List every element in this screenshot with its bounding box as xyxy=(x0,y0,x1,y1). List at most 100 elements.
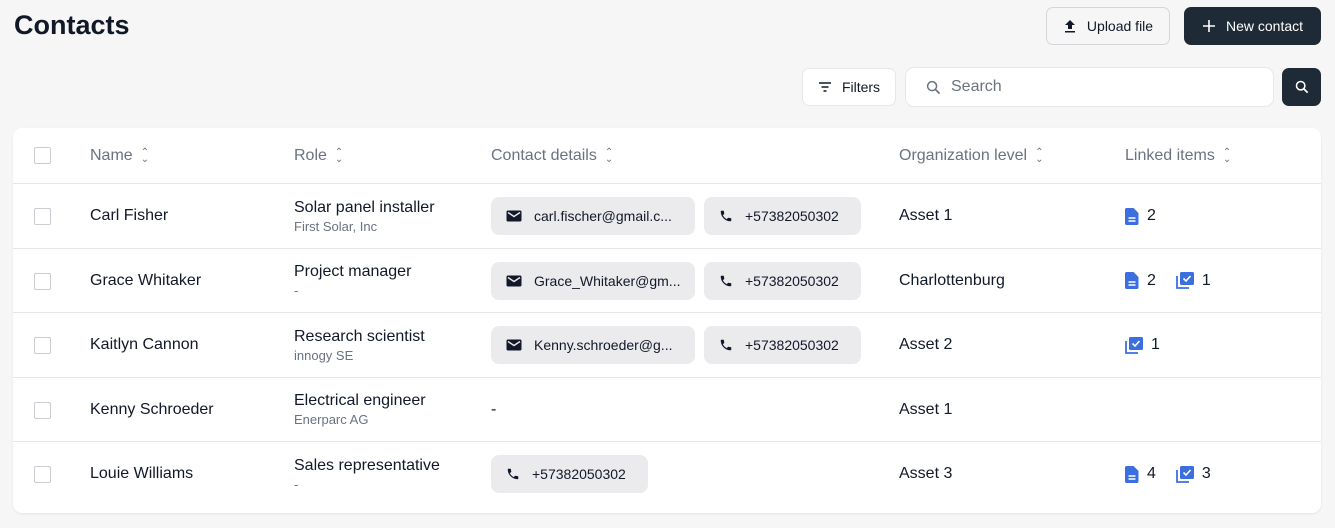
table-row[interactable]: Grace Whitaker Project manager - Grace_Wh… xyxy=(13,249,1321,313)
contact-name: Kaitlyn Cannon xyxy=(90,336,199,353)
contact-name: Louie Williams xyxy=(90,465,194,482)
phone-text: +57382050302 xyxy=(745,272,839,289)
mail-icon xyxy=(506,339,522,351)
role-title: Research scientist xyxy=(294,327,425,345)
linked-documents[interactable]: 4 xyxy=(1125,465,1156,483)
contact-empty: - xyxy=(491,400,497,418)
table-row[interactable]: Carl Fisher Solar panel installer First S… xyxy=(13,184,1321,249)
table-row[interactable]: Kaitlyn Cannon Research scientist innogy … xyxy=(13,313,1321,378)
select-all-checkbox[interactable] xyxy=(34,147,51,164)
upload-file-button[interactable]: Upload file xyxy=(1046,7,1170,45)
document-icon xyxy=(1125,465,1139,483)
contact-name: Kenny Schroeder xyxy=(90,400,214,418)
tasks-count: 3 xyxy=(1201,465,1211,482)
organization-level: Asset 3 xyxy=(899,465,953,482)
role-title: Project manager xyxy=(294,263,412,280)
role-cell: Solar panel installer First Solar, Inc xyxy=(294,184,435,248)
search-button[interactable] xyxy=(1282,68,1321,106)
tasks-icon xyxy=(1176,272,1194,289)
linked-documents[interactable]: 2 xyxy=(1125,207,1156,225)
email-chip[interactable]: carl.fischer@gmail.c... xyxy=(491,197,695,235)
new-contact-button[interactable]: New contact xyxy=(1184,7,1321,45)
column-header-name[interactable]: Name ⌃ ⌄ xyxy=(90,128,149,184)
linked-items: 2 xyxy=(1125,184,1168,248)
table-row[interactable]: Kenny Schroeder Electrical engineer Enerp… xyxy=(13,378,1321,442)
phone-icon xyxy=(720,275,732,286)
column-header-organization-level[interactable]: Organization level ⌃ ⌄ xyxy=(899,128,1043,184)
row-checkbox[interactable] xyxy=(34,208,51,225)
search-icon xyxy=(1295,80,1308,94)
sort-icon: ⌃ ⌄ xyxy=(1222,147,1232,165)
new-contact-label: New contact xyxy=(1225,18,1304,34)
phone-text: +57382050302 xyxy=(532,466,626,482)
organization-level: Asset 2 xyxy=(899,336,953,353)
phone-text: +57382050302 xyxy=(745,208,839,224)
column-label: Role xyxy=(294,147,327,164)
table-row[interactable]: Louie Williams Sales representative - +57… xyxy=(13,442,1321,507)
column-label: Organization level xyxy=(899,147,1028,164)
tasks-icon xyxy=(1176,465,1194,483)
phone-chip[interactable]: +57382050302 xyxy=(704,261,861,300)
organization-level: Asset 1 xyxy=(899,207,953,224)
row-checkbox[interactable] xyxy=(34,337,51,354)
documents-count: 4 xyxy=(1147,465,1156,482)
phone-chip[interactable]: +57382050302 xyxy=(704,326,861,364)
document-icon xyxy=(1125,272,1139,289)
tasks-count: 1 xyxy=(1201,271,1211,289)
row-checkbox[interactable] xyxy=(34,272,51,290)
phone-chip[interactable]: +57382050302 xyxy=(704,197,861,235)
role-cell: Electrical engineer Enerparc AG xyxy=(294,378,426,442)
search-icon xyxy=(926,80,941,94)
sort-icon: ⌃ ⌄ xyxy=(140,147,150,165)
phone-chip[interactable]: +57382050302 xyxy=(491,455,648,493)
role-cell: Project manager - xyxy=(294,249,411,313)
email-text: Grace_Whitaker@gm... xyxy=(534,272,681,289)
company-name: - xyxy=(294,476,299,492)
linked-documents[interactable]: 2 xyxy=(1125,272,1156,290)
company-name: First Solar, Inc xyxy=(294,218,378,234)
linked-tasks[interactable]: 1 xyxy=(1125,336,1160,354)
email-chip[interactable]: Kenny.schroeder@g... xyxy=(491,326,695,364)
organization-level: Charlottenburg xyxy=(899,271,1005,289)
contact-name: Carl Fisher xyxy=(90,207,169,224)
documents-count: 2 xyxy=(1147,271,1156,289)
filters-label: Filters xyxy=(841,79,881,95)
column-label: Linked items xyxy=(1125,147,1215,164)
plus-icon xyxy=(1202,20,1215,32)
contacts-table: Name ⌃ ⌄ Role ⌃ ⌄ Contact details ⌃ ⌄ Organiza… xyxy=(13,128,1321,513)
company-name: innogy SE xyxy=(294,347,354,363)
search-field[interactable] xyxy=(905,67,1274,107)
mail-icon xyxy=(506,210,522,222)
table-header: Name ⌃ ⌄ Role ⌃ ⌄ Contact details ⌃ ⌄ Organiza… xyxy=(13,128,1321,184)
phone-icon xyxy=(720,210,732,222)
upload-icon xyxy=(1064,20,1075,33)
linked-tasks[interactable]: 1 xyxy=(1176,272,1211,290)
email-text: Kenny.schroeder@g... xyxy=(534,337,673,353)
email-chip[interactable]: Grace_Whitaker@gm... xyxy=(491,261,695,300)
linked-tasks[interactable]: 3 xyxy=(1176,465,1211,483)
company-name: - xyxy=(294,283,299,298)
mail-icon xyxy=(506,275,522,286)
phone-text: +57382050302 xyxy=(745,337,839,353)
row-checkbox[interactable] xyxy=(34,466,51,483)
row-checkbox[interactable] xyxy=(34,401,51,419)
organization-level: Asset 1 xyxy=(899,400,953,418)
column-header-role[interactable]: Role ⌃ ⌄ xyxy=(294,128,343,184)
sort-icon: ⌃ ⌄ xyxy=(1035,147,1044,165)
contact-name: Grace Whitaker xyxy=(90,271,202,289)
search-input[interactable] xyxy=(951,78,1251,96)
filters-button[interactable]: Filters xyxy=(802,68,896,106)
page-title: Contacts xyxy=(14,10,130,40)
column-label: Name xyxy=(90,147,133,164)
column-header-contact-details[interactable]: Contact details ⌃ ⌄ xyxy=(491,128,613,184)
phone-icon xyxy=(507,468,519,480)
document-icon xyxy=(1125,207,1139,225)
role-cell: Research scientist innogy SE xyxy=(294,313,425,377)
role-cell: Sales representative - xyxy=(294,442,440,506)
company-name: Enerparc AG xyxy=(294,412,369,427)
column-header-linked-items[interactable]: Linked items ⌃ ⌄ xyxy=(1125,128,1231,184)
role-title: Solar panel installer xyxy=(294,198,435,216)
upload-file-label: Upload file xyxy=(1086,18,1154,34)
